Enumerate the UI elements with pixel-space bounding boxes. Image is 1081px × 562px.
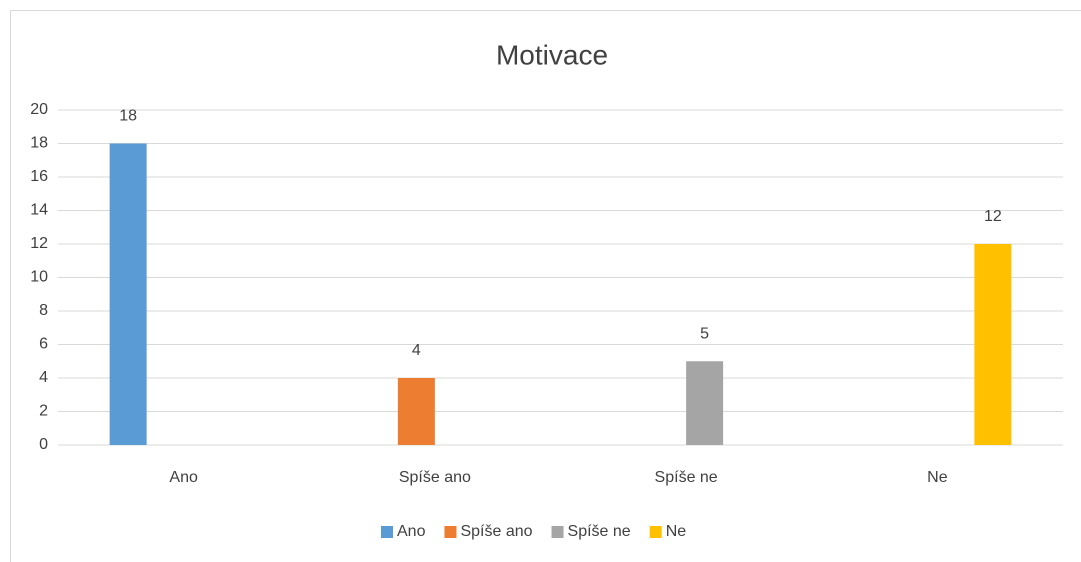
y-tick-label: 2 <box>39 403 48 420</box>
legend-swatch <box>381 526 393 538</box>
bar <box>974 244 1012 445</box>
bar <box>109 143 147 445</box>
x-tick-label: Spíše ano <box>399 469 471 486</box>
y-tick-label: 4 <box>39 369 48 386</box>
x-tick-label: Ne <box>927 469 948 486</box>
bar <box>397 378 435 445</box>
legend-label: Ano <box>397 523 426 540</box>
bar <box>686 361 724 445</box>
y-tick-label: 20 <box>30 101 48 118</box>
y-tick-label: 12 <box>30 235 48 252</box>
y-tick-label: 8 <box>39 302 48 319</box>
legend-label: Ne <box>666 523 687 540</box>
legend-label: Spíše ne <box>568 523 631 540</box>
x-tick-label: Spíše ne <box>655 469 718 486</box>
legend-swatch <box>444 526 457 538</box>
data-label: 5 <box>700 325 709 342</box>
data-label: 12 <box>984 208 1002 225</box>
chart-title: Motivace <box>496 39 608 70</box>
legend-label: Spíše ano <box>460 523 532 540</box>
y-tick-label: 16 <box>30 168 48 185</box>
legend-swatch <box>551 526 564 538</box>
legend-swatch <box>649 526 662 538</box>
x-tick-label: Ano <box>169 469 198 486</box>
y-tick-label: 14 <box>30 202 48 219</box>
data-label: 18 <box>119 108 137 125</box>
y-tick-label: 0 <box>39 436 48 453</box>
chart-border <box>10 10 1081 562</box>
y-tick-label: 6 <box>39 336 48 353</box>
y-tick-label: 10 <box>30 269 48 286</box>
y-tick-label: 18 <box>30 135 48 152</box>
data-label: 4 <box>412 342 421 359</box>
